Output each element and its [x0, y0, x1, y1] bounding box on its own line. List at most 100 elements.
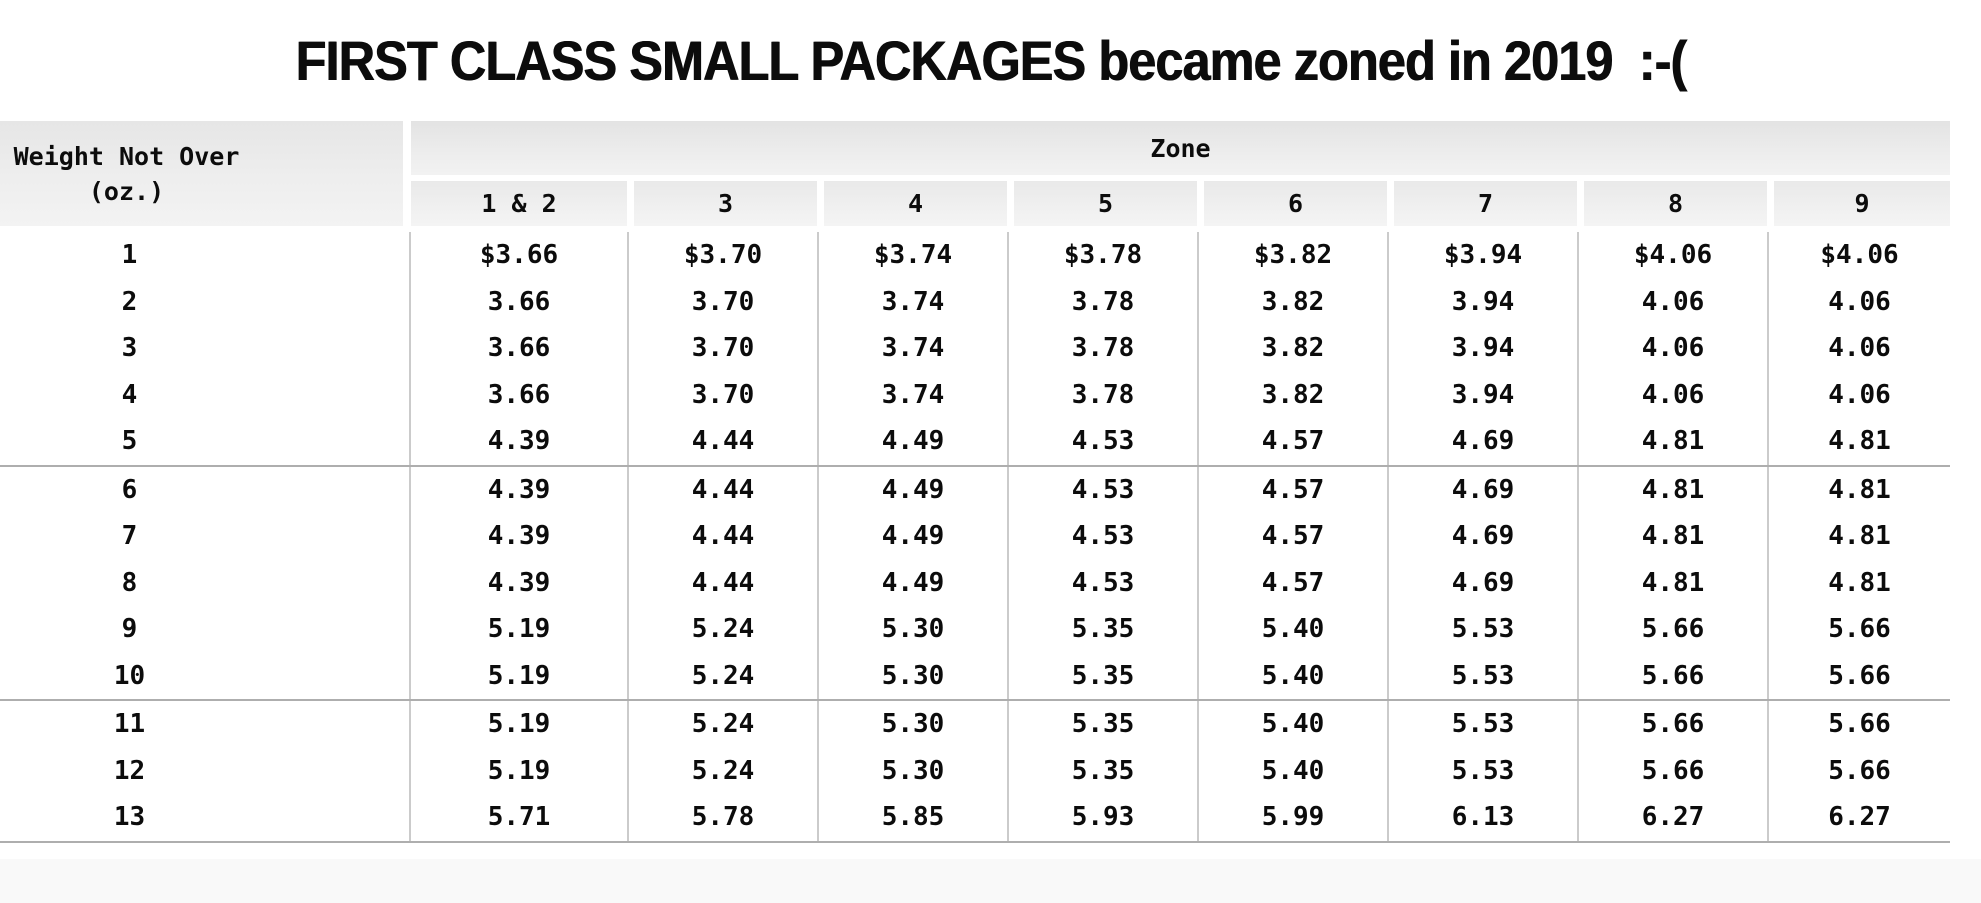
rate-cell: 4.53 — [1007, 466, 1197, 513]
rate-cell: 3.94 — [1387, 325, 1577, 372]
rate-cell: $3.78 — [1007, 232, 1197, 279]
zone-column-header: 8 — [1577, 181, 1767, 226]
weight-cell: 9 — [0, 606, 411, 653]
zone-column-header: 5 — [1007, 181, 1197, 226]
rate-cell: 4.53 — [1007, 559, 1197, 606]
rate-cell: 4.81 — [1767, 513, 1950, 560]
rate-cell: 4.53 — [1007, 418, 1197, 465]
rate-cell: 5.19 — [487, 755, 551, 786]
rate-cell: 5.40 — [1197, 747, 1387, 794]
rate-cell: 3.74 — [817, 371, 1007, 418]
weight-cell: 10 — [0, 652, 411, 699]
rate-cell: 5.35 — [1007, 606, 1197, 653]
rate-cell: 4.06 — [1767, 371, 1950, 418]
rate-cell: 4.57 — [1197, 418, 1387, 465]
rate-cell: 4.81 — [1577, 559, 1767, 606]
rate-cell: 5.66 — [1577, 747, 1767, 794]
rate-cell: 5.66 — [1767, 652, 1950, 699]
rate-cell: 5.30 — [817, 701, 1007, 748]
rate-cell: 4.39 — [487, 426, 551, 457]
table-row: 4 3.66 3.70 3.74 3.78 3.82 3.94 4.06 4.06 — [0, 371, 1950, 418]
table-row: 3 3.66 3.70 3.74 3.78 3.82 3.94 4.06 4.06 — [0, 325, 1950, 372]
rate-cell: $4.06 — [1767, 232, 1950, 279]
rate-cell: 4.44 — [627, 466, 817, 513]
rate-cell: 4.49 — [817, 466, 1007, 513]
rate-cell: 5.24 — [627, 606, 817, 653]
rate-cell: 4.53 — [1007, 513, 1197, 560]
weight-cell: 4 — [0, 371, 411, 418]
rate-cell: 3.82 — [1197, 325, 1387, 372]
weight-cell: 11 — [0, 701, 411, 748]
rate-cell: 3.74 — [817, 278, 1007, 325]
rate-cell: 4.81 — [1767, 418, 1950, 465]
rate-cell: 4.69 — [1387, 513, 1577, 560]
rate-cell: 3.70 — [627, 371, 817, 418]
rate-cell: $3.82 — [1197, 232, 1387, 279]
rate-cell: 5.78 — [627, 794, 817, 841]
rate-cell: 4.06 — [1577, 371, 1767, 418]
rate-cell: 5.99 — [1197, 794, 1387, 841]
table-row: 2 3.66 3.70 3.74 3.78 3.82 3.94 4.06 4.06 — [0, 278, 1950, 325]
rate-cell: 4.39 — [487, 521, 551, 552]
rate-cell: 3.82 — [1197, 371, 1387, 418]
table-row: 7 4.39 4.44 4.49 4.53 4.57 4.69 4.81 4.81 — [0, 513, 1950, 560]
rate-cell: 3.78 — [1007, 325, 1197, 372]
weight-cell: 6 — [0, 466, 411, 513]
rate-cell: 3.70 — [627, 278, 817, 325]
rate-cell: 5.85 — [817, 794, 1007, 841]
zone-column-header: 1 & 2 — [411, 181, 627, 226]
rate-cell: 4.06 — [1767, 278, 1950, 325]
rate-cell: 4.81 — [1767, 466, 1950, 513]
rate-cell: 4.69 — [1387, 559, 1577, 606]
table-body: 1 $3.66 $3.70 $3.74 $3.78 $3.82 $3.94 $4.06 $4.0… — [0, 232, 1950, 843]
zone-column-header: 4 — [817, 181, 1007, 226]
rate-cell: 3.78 — [1007, 278, 1197, 325]
rate-cell: 5.30 — [817, 747, 1007, 794]
weight-cell: 1 — [0, 232, 411, 279]
rate-cell: 5.35 — [1007, 652, 1197, 699]
zone-column-header: 6 — [1197, 181, 1387, 226]
rate-cell: 5.35 — [1007, 747, 1197, 794]
rate-cell: 5.53 — [1387, 701, 1577, 748]
rate-cell: 4.57 — [1197, 513, 1387, 560]
weight-header-line1: Weight Not Over — [13, 141, 240, 171]
rate-cell: 4.06 — [1577, 278, 1767, 325]
rate-cell: $3.66 — [479, 240, 559, 271]
page-title: FIRST CLASS SMALL PACKAGES became zoned … — [295, 29, 1687, 92]
rate-cell: 5.53 — [1387, 652, 1577, 699]
rate-cell: 5.66 — [1577, 652, 1767, 699]
rate-cell: 4.81 — [1577, 466, 1767, 513]
weight-cell: 12 — [0, 747, 411, 794]
rate-cell: 5.53 — [1387, 747, 1577, 794]
rate-cell: 4.44 — [627, 513, 817, 560]
weight-header-cell: Weight Not Over (oz.) — [0, 121, 411, 226]
rate-cell: 6.13 — [1387, 794, 1577, 841]
rate-cell: 4.49 — [817, 418, 1007, 465]
rate-cell: 4.49 — [817, 559, 1007, 606]
rate-cell: 5.66 — [1577, 606, 1767, 653]
rate-cell: 3.74 — [817, 325, 1007, 372]
rate-cell: 4.39 — [487, 567, 551, 598]
rate-cell: 5.40 — [1197, 652, 1387, 699]
rate-cell: 5.40 — [1197, 606, 1387, 653]
rate-cell: 4.57 — [1197, 466, 1387, 513]
zone-column-header: 9 — [1767, 181, 1950, 226]
table-row: 13 5.71 5.78 5.85 5.93 5.99 6.13 6.27 6.27 — [0, 794, 1950, 841]
rate-cell: 3.66 — [487, 286, 551, 317]
zone-header-cell: Zone — [411, 121, 1950, 175]
rate-cell: 5.66 — [1577, 701, 1767, 748]
footer-strip — [0, 858, 1981, 903]
rate-cell: 6.27 — [1577, 794, 1767, 841]
rate-cell: 5.66 — [1767, 747, 1950, 794]
title-bar: FIRST CLASS SMALL PACKAGES became zoned … — [0, 0, 1981, 121]
weight-cell: 3 — [0, 325, 411, 372]
rate-cell: 4.81 — [1767, 559, 1950, 606]
table-row: 1 $3.66 $3.70 $3.74 $3.78 $3.82 $3.94 $4.06 $4.0… — [0, 232, 1950, 279]
rate-cell: 3.94 — [1387, 371, 1577, 418]
table-row: 11 5.19 5.24 5.30 5.35 5.40 5.53 5.66 5.66 — [0, 699, 1950, 748]
